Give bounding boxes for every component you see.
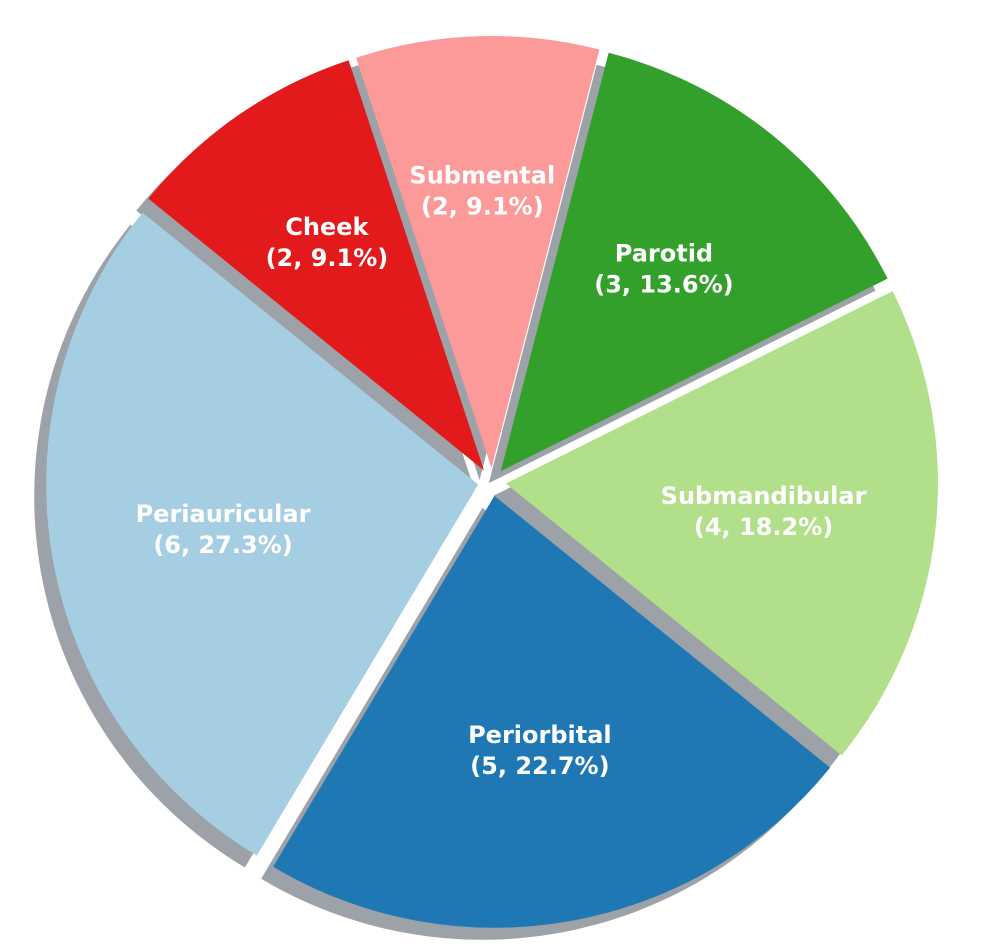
slice <box>148 60 485 471</box>
slices <box>46 36 938 928</box>
labels: Periauricular (6, 27.3%) Periorbital (5, 22… <box>136 162 867 780</box>
slice <box>46 212 479 856</box>
slice-value-label: (2, 9.1%) <box>421 193 544 221</box>
slice-label: Submandibular <box>661 482 867 510</box>
slice-value-label: (2, 9.1%) <box>266 244 389 272</box>
slice-value-label: (3, 13.6%) <box>594 271 733 299</box>
slice-value-label: (5, 22.7%) <box>470 752 609 780</box>
slice-value-label: (6, 27.3%) <box>153 531 292 559</box>
slice <box>356 36 600 469</box>
slice-label: Cheek <box>285 213 369 241</box>
slice-label: Periauricular <box>136 500 311 528</box>
slice <box>500 52 888 472</box>
slice-label: Parotid <box>615 240 713 268</box>
slice <box>273 495 831 928</box>
slice-label: Periorbital <box>468 721 612 749</box>
slice <box>505 291 938 756</box>
slice-label: Submental <box>409 162 555 190</box>
slice-value-label: (4, 18.2%) <box>694 513 833 541</box>
